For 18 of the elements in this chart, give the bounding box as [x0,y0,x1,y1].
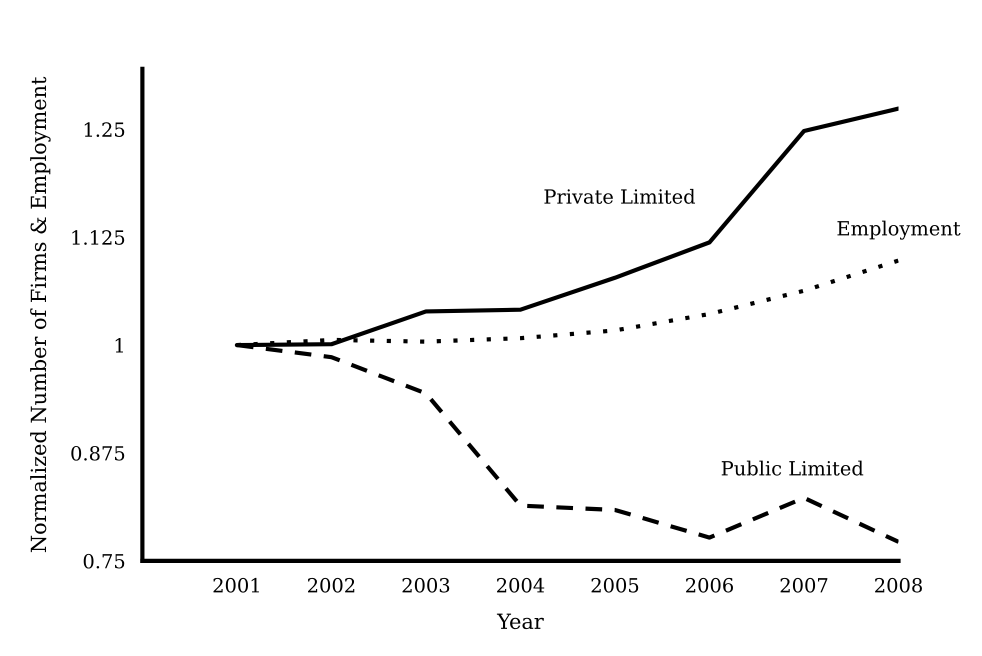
x-tick-label: 2007 [780,578,828,593]
series-label: Public Limited [722,460,864,476]
x-tick-label: 2003 [402,578,450,593]
y-tick-label: 1.125 [72,230,124,245]
y-tick-label: 1 [116,338,123,352]
series-label: Employment [837,220,961,240]
y-axis-title: Normalized Number of Firms & Employment [30,76,51,552]
x-tick-label: 2001 [213,578,259,593]
y-tick-label: 0.875 [71,446,124,461]
x-tick-label: 2004 [497,578,544,593]
y-tick-label: 1.25 [84,122,124,137]
y-tick-label: 0.75 [84,554,124,569]
x-axis-title: Year [496,614,544,630]
x-tick-label: 2006 [686,578,734,593]
x-tick-label: 2002 [308,578,354,593]
x-tick-label: 2005 [592,578,638,593]
series-label: Private Limited [544,188,696,204]
x-tick-label: 2008 [875,578,922,593]
